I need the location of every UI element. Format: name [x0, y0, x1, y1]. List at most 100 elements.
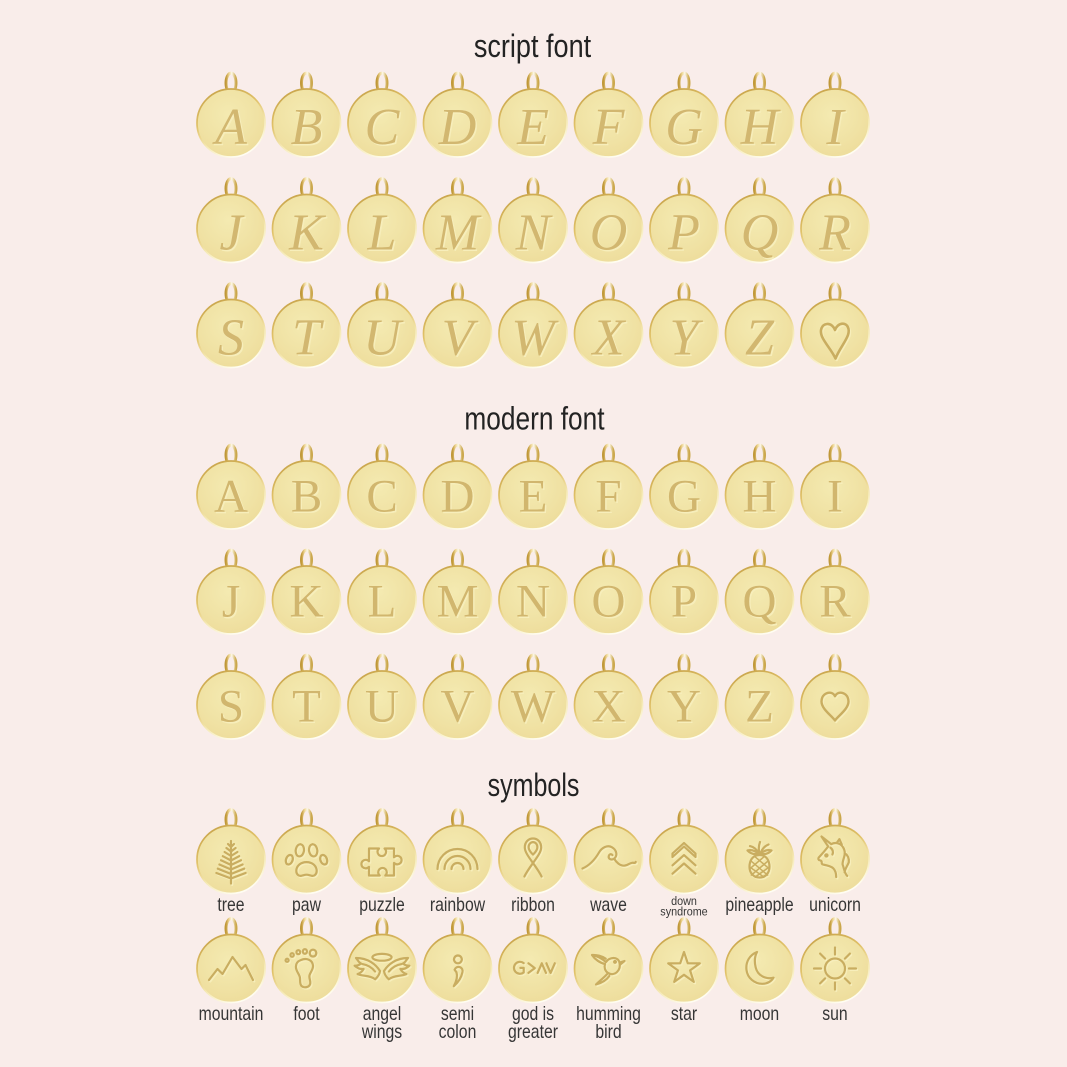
svg-text:Z: Z	[745, 310, 775, 367]
svg-text:G: G	[665, 99, 703, 156]
svg-text:E: E	[519, 471, 548, 523]
svg-text:R: R	[820, 206, 853, 263]
svg-text:M: M	[438, 577, 480, 629]
svg-text:J: J	[222, 576, 240, 628]
svg-text:D: D	[442, 472, 476, 524]
svg-text:G: G	[667, 101, 705, 158]
svg-text:X: X	[592, 311, 628, 368]
svg-text:R: R	[821, 577, 853, 629]
svg-text:W: W	[511, 310, 559, 367]
svg-text:C: C	[368, 472, 399, 524]
svg-text:K: K	[290, 206, 328, 263]
svg-text:Y: Y	[667, 681, 701, 733]
svg-text:F: F	[592, 99, 626, 156]
svg-text:Z: Z	[746, 311, 776, 368]
svg-text:I: I	[829, 472, 845, 524]
svg-text:Z: Z	[745, 681, 774, 733]
svg-text:W: W	[513, 311, 561, 368]
svg-text:X: X	[592, 681, 626, 733]
svg-text:Q: Q	[743, 576, 777, 628]
svg-text:V: V	[442, 682, 476, 734]
svg-text:S: S	[218, 310, 244, 367]
svg-text:script font: script font	[474, 29, 592, 65]
svg-text:down: down	[671, 896, 697, 909]
svg-text:foot: foot	[293, 1003, 319, 1025]
svg-text:F: F	[595, 471, 621, 523]
svg-text:unicorn: unicorn	[809, 894, 861, 916]
svg-text:Q: Q	[744, 577, 778, 629]
svg-text:T: T	[293, 311, 325, 368]
svg-text:E: E	[520, 472, 549, 524]
svg-text:A: A	[214, 471, 248, 523]
svg-text:H: H	[743, 471, 777, 523]
svg-text:paw: paw	[292, 894, 321, 916]
svg-text:rainbow: rainbow	[430, 894, 486, 916]
svg-text:J: J	[223, 577, 241, 629]
svg-text:L: L	[368, 206, 398, 263]
svg-text:colon: colon	[439, 1021, 477, 1043]
svg-text:puzzle: puzzle	[359, 894, 405, 916]
svg-text:A: A	[215, 472, 249, 524]
svg-text:X: X	[593, 682, 627, 734]
svg-text:star: star	[671, 1003, 697, 1025]
svg-text:pineapple: pineapple	[725, 894, 793, 916]
svg-text:Q: Q	[742, 206, 780, 263]
svg-text:O: O	[593, 577, 627, 629]
svg-text:P: P	[672, 577, 698, 629]
svg-text:O: O	[592, 576, 626, 628]
svg-text:F: F	[593, 101, 627, 158]
svg-text:C: C	[365, 99, 401, 156]
svg-text:B: B	[291, 99, 323, 156]
svg-text:H: H	[740, 99, 781, 156]
svg-text:K: K	[288, 205, 326, 262]
svg-text:D: D	[438, 99, 477, 156]
svg-text:P: P	[669, 206, 702, 263]
svg-text:V: V	[443, 311, 480, 368]
svg-text:A: A	[214, 101, 249, 158]
svg-text:K: K	[290, 576, 324, 628]
svg-text:ribbon: ribbon	[511, 894, 555, 916]
svg-text:syndrome: syndrome	[660, 906, 707, 919]
svg-text:U: U	[363, 310, 404, 367]
svg-text:symbols: symbols	[488, 768, 580, 804]
svg-text:I: I	[827, 101, 848, 158]
svg-text:P: P	[667, 205, 700, 262]
svg-text:wave: wave	[589, 894, 627, 916]
svg-text:D: D	[441, 471, 475, 523]
svg-text:I: I	[827, 471, 843, 523]
svg-text:I: I	[825, 99, 846, 156]
svg-text:R: R	[819, 576, 851, 628]
svg-text:K: K	[291, 577, 325, 629]
svg-text:N: N	[517, 577, 551, 629]
svg-text:G: G	[667, 471, 701, 523]
svg-text:S: S	[218, 681, 244, 733]
svg-text:O: O	[591, 206, 629, 263]
svg-text:greater: greater	[508, 1021, 558, 1043]
svg-text:G: G	[668, 472, 702, 524]
svg-text:Y: Y	[670, 310, 704, 367]
svg-text:W: W	[511, 681, 556, 733]
svg-text:H: H	[744, 472, 778, 524]
svg-text:N: N	[516, 576, 550, 628]
svg-text:J: J	[221, 206, 247, 263]
svg-text:B: B	[291, 471, 322, 523]
svg-text:L: L	[369, 577, 398, 629]
svg-text:L: L	[368, 576, 397, 628]
svg-text:C: C	[366, 101, 402, 158]
svg-text:semi: semi	[441, 1003, 474, 1025]
svg-text:O: O	[590, 205, 628, 262]
svg-text:S: S	[219, 682, 245, 734]
svg-text:tree: tree	[217, 894, 244, 916]
svg-text:bird: bird	[595, 1021, 621, 1043]
svg-text:sun: sun	[822, 1003, 847, 1025]
svg-text:E: E	[518, 101, 551, 158]
svg-text:E: E	[516, 99, 549, 156]
svg-text:T: T	[294, 682, 323, 734]
svg-text:A: A	[212, 99, 247, 156]
svg-text:god is: god is	[512, 1003, 554, 1025]
svg-text:mountain: mountain	[199, 1003, 264, 1025]
svg-text:B: B	[292, 101, 324, 158]
svg-text:wings: wings	[361, 1021, 402, 1043]
svg-text:U: U	[365, 311, 406, 368]
svg-text:R: R	[818, 205, 851, 262]
